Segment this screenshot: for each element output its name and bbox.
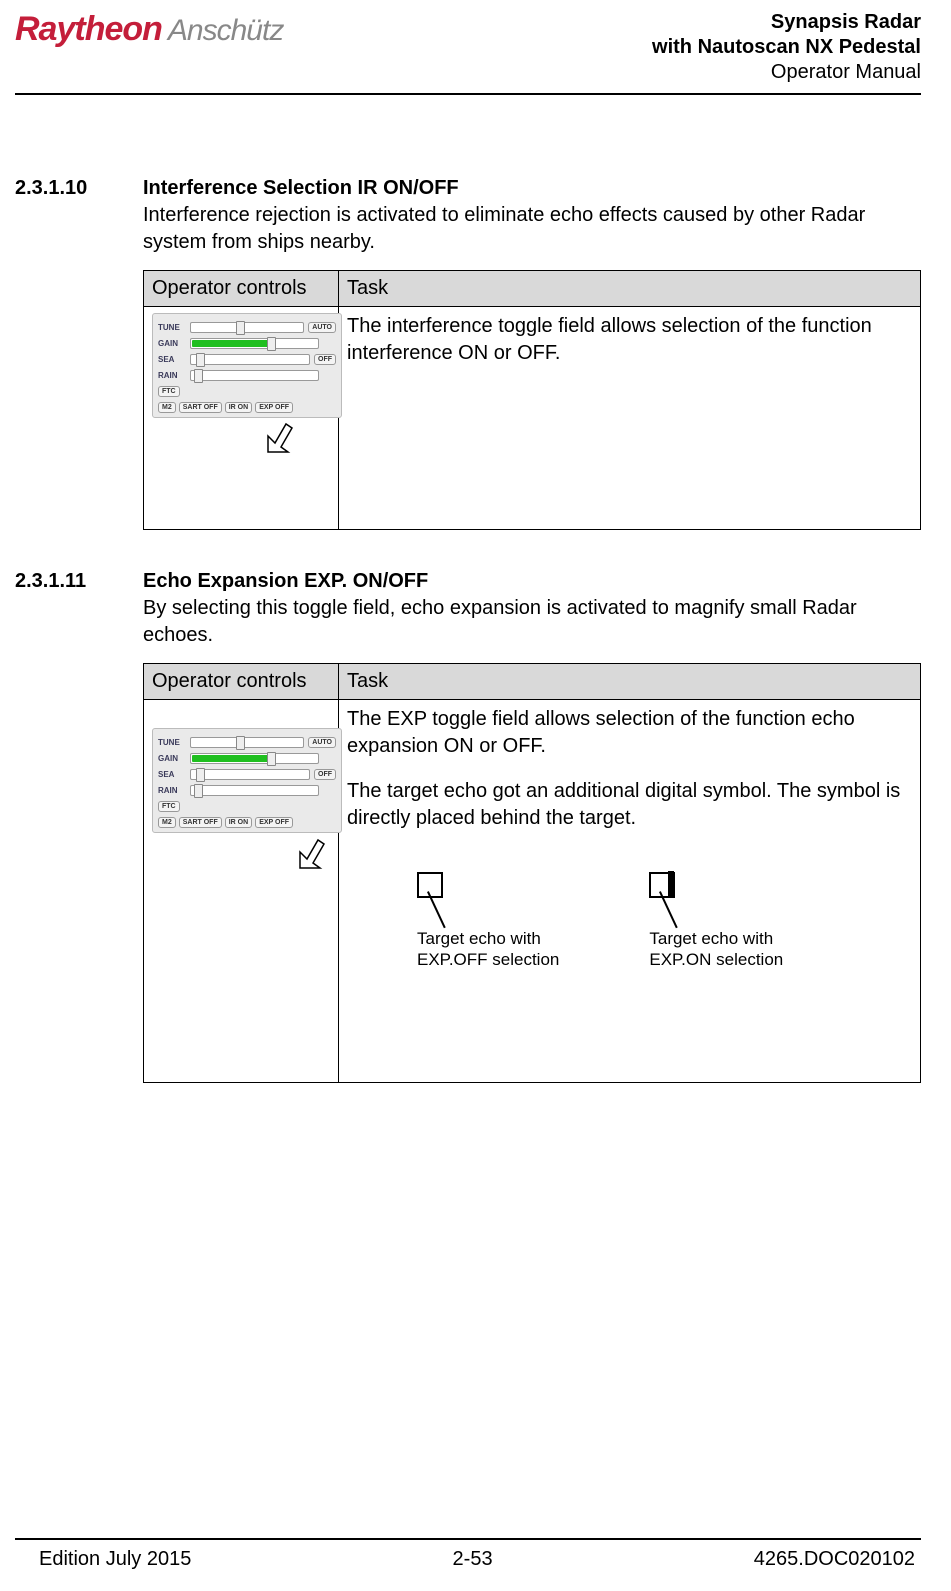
panel-label-gain: GAIN: [158, 339, 186, 348]
brand-logo: Raytheon Anschütz: [15, 10, 283, 49]
panel-label-rain: RAIN: [158, 786, 186, 795]
col-header-controls: Operator controls: [144, 271, 339, 307]
echo-fig-on: Target echo with EXP.ON selection: [649, 872, 783, 971]
m2-button[interactable]: M2: [158, 817, 176, 828]
doc-title-line1: Synapsis Radar: [652, 10, 921, 35]
col-header-controls: Operator controls: [144, 664, 339, 700]
brand-primary: Raytheon: [15, 10, 162, 49]
exp-off-button[interactable]: EXP OFF: [255, 402, 293, 413]
task-text-2: The target echo got an additional digita…: [347, 778, 912, 832]
section-intro: By selecting this toggle field, echo exp…: [143, 595, 921, 649]
doc-title: Synapsis Radar with Nautoscan NX Pedesta…: [652, 10, 921, 85]
brand-secondary: Anschütz: [168, 14, 283, 48]
task-text: The interference toggle field allows sel…: [347, 313, 912, 367]
section-title: Echo Expansion EXP. ON/OFF: [143, 570, 921, 593]
panel-label-sea: SEA: [158, 770, 186, 779]
off-button[interactable]: OFF: [314, 769, 336, 780]
section-intro: Interference rejection is activated to e…: [143, 202, 921, 256]
page-header: Raytheon Anschütz Synapsis Radar with Na…: [15, 10, 921, 93]
sea-slider[interactable]: [190, 354, 310, 365]
task-cell: The interference toggle field allows sel…: [339, 307, 921, 530]
auto-button[interactable]: AUTO: [308, 322, 336, 333]
task-cell: The EXP toggle field allows selection of…: [339, 700, 921, 1083]
task-text-1: The EXP toggle field allows selection of…: [347, 706, 912, 760]
footer-left: Edition July 2015: [39, 1548, 191, 1571]
tune-slider[interactable]: [190, 737, 304, 748]
echo-caption-off: Target echo with EXP.OFF selection: [417, 928, 559, 971]
col-header-task: Task: [339, 664, 921, 700]
gain-slider[interactable]: [190, 338, 319, 349]
ftc-button[interactable]: FTC: [158, 801, 180, 812]
off-button[interactable]: OFF: [314, 354, 336, 365]
sart-off-button[interactable]: SART OFF: [179, 402, 222, 413]
cursor-arrow-icon: [296, 838, 326, 873]
footer-right: 4265.DOC020102: [754, 1548, 915, 1571]
m2-button[interactable]: M2: [158, 402, 176, 413]
gain-slider[interactable]: [190, 753, 319, 764]
page-footer: Edition July 2015 2-53 4265.DOC020102: [15, 1540, 921, 1571]
ir-on-button[interactable]: IR ON: [225, 402, 252, 413]
panel-label-tune: TUNE: [158, 323, 186, 332]
section-2-3-1-11: 2.3.1.11 Echo Expansion EXP. ON/OFF By s…: [15, 570, 921, 1083]
section-title: Interference Selection IR ON/OFF: [143, 177, 921, 200]
task-table-ir: Operator controls Task TUNE AUTO: [143, 270, 921, 530]
section-2-3-1-10: 2.3.1.10 Interference Selection IR ON/OF…: [15, 177, 921, 530]
panel-label-gain: GAIN: [158, 754, 186, 763]
task-table-exp: Operator controls Task TUNE AUT: [143, 663, 921, 1083]
panel-label-sea: SEA: [158, 355, 186, 364]
operator-controls-cell: TUNE AUTO GAIN X: [144, 700, 339, 1083]
cursor-arrow-icon: [264, 422, 294, 457]
sea-slider[interactable]: [190, 769, 310, 780]
tune-slider[interactable]: [190, 322, 304, 333]
exp-off-button[interactable]: EXP OFF: [255, 817, 293, 828]
doc-title-line3: Operator Manual: [652, 60, 921, 85]
doc-title-line2: with Nautoscan NX Pedestal: [652, 35, 921, 60]
rain-slider[interactable]: [190, 785, 319, 796]
footer-center: 2-53: [453, 1548, 493, 1571]
section-number: 2.3.1.10: [15, 177, 115, 200]
sart-off-button[interactable]: SART OFF: [179, 817, 222, 828]
header-rule: [15, 93, 921, 95]
panel-label-rain: RAIN: [158, 371, 186, 380]
radar-panel: TUNE AUTO GAIN X: [152, 728, 342, 833]
auto-button[interactable]: AUTO: [308, 737, 336, 748]
ftc-button[interactable]: FTC: [158, 386, 180, 397]
echo-figures: Target echo with EXP.OFF selection: [347, 872, 912, 971]
operator-controls-cell: TUNE AUTO GAIN X: [144, 307, 339, 530]
manual-page: Raytheon Anschütz Synapsis Radar with Na…: [0, 0, 951, 1591]
page-content: 2.3.1.10 Interference Selection IR ON/OF…: [15, 107, 921, 1331]
ir-on-button[interactable]: IR ON: [225, 817, 252, 828]
echo-fig-off: Target echo with EXP.OFF selection: [417, 872, 559, 971]
echo-caption-on: Target echo with EXP.ON selection: [649, 928, 783, 971]
rain-slider[interactable]: [190, 370, 319, 381]
section-number: 2.3.1.11: [15, 570, 115, 593]
col-header-task: Task: [339, 271, 921, 307]
radar-panel: TUNE AUTO GAIN X: [152, 313, 342, 418]
panel-label-tune: TUNE: [158, 738, 186, 747]
